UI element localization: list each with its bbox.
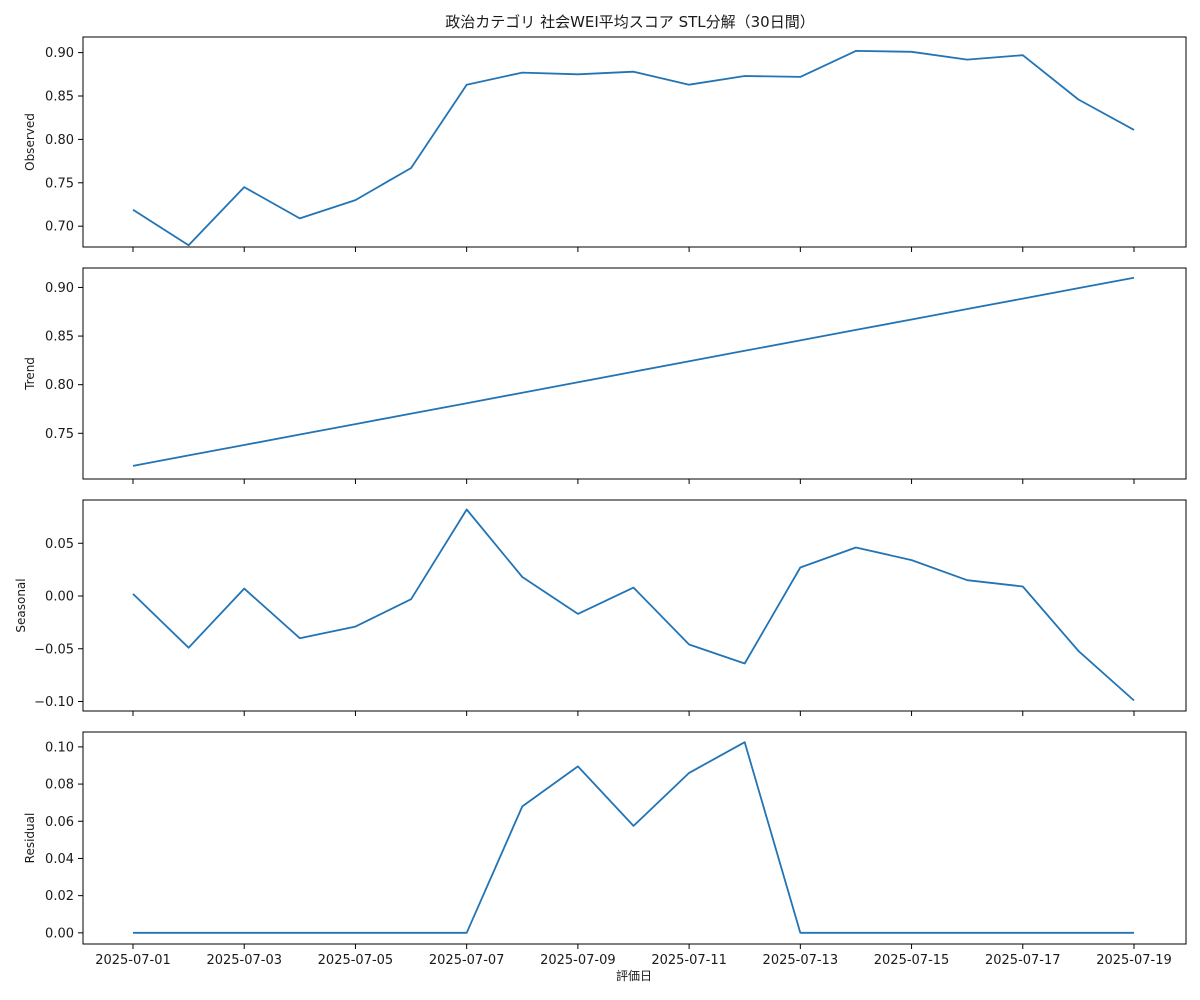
y-tick-label: 0.85 xyxy=(45,330,74,345)
x-tick-label: 2025-07-07 xyxy=(429,953,505,968)
y-tick-label: 0.80 xyxy=(45,133,74,148)
x-tick-label: 2025-07-05 xyxy=(318,953,394,968)
y-tick-label: 0.80 xyxy=(45,378,74,393)
x-tick-label: 2025-07-09 xyxy=(540,953,616,968)
y-tick-label: −0.10 xyxy=(34,695,74,710)
panel-observed: 0.70 0.75 0.80 0.85 0.90 Observed xyxy=(23,36,1187,252)
series-line-seasonal xyxy=(132,508,1135,702)
panel-seasonal: 0.05 0.00 −0.05 −0.10 Seasonal xyxy=(14,499,1187,716)
y-axis-label: Trend xyxy=(23,357,37,391)
x-tick-label: 2025-07-11 xyxy=(651,953,727,968)
y-tick-label: 0.04 xyxy=(45,852,74,867)
panel-frame xyxy=(82,731,1187,945)
chart-title: 政治カテゴリ 社会WEI平均スコア STL分解（30日間） xyxy=(445,13,814,31)
x-tick-label: 2025-07-15 xyxy=(874,953,950,968)
x-tick-label: 2025-07-01 xyxy=(95,953,171,968)
y-tick-label: 0.02 xyxy=(45,889,74,904)
y-tick-label: 0.75 xyxy=(45,427,74,442)
y-tick-label: 0.00 xyxy=(45,926,74,941)
y-tick-label: 0.06 xyxy=(45,815,74,830)
y-tick-label: −0.05 xyxy=(34,642,74,657)
y-axis-label: Residual xyxy=(23,813,37,864)
y-tick-label: 0.75 xyxy=(45,176,74,191)
y-tick-label: 0.90 xyxy=(45,281,74,296)
y-tick-label: 0.70 xyxy=(45,220,74,235)
y-tick-label: 0.08 xyxy=(45,778,74,793)
x-tick-label: 2025-07-19 xyxy=(1096,953,1172,968)
y-axis-label: Observed xyxy=(23,113,37,171)
y-tick-label: 0.85 xyxy=(45,90,74,105)
panel-frame xyxy=(82,267,1187,480)
x-axis-label: 評価日 xyxy=(616,968,652,983)
x-tick-label: 2025-07-03 xyxy=(206,953,282,968)
series-line-observed xyxy=(132,50,1135,247)
x-tick-label: 2025-07-13 xyxy=(763,953,839,968)
y-tick-label: 0.90 xyxy=(45,46,74,61)
chart-panels: 0.70 0.75 0.80 0.85 0.90 Observed 0.75 0.80 0.85… xyxy=(14,36,1187,968)
panel-frame xyxy=(82,36,1187,248)
y-axis-label: Seasonal xyxy=(14,578,28,632)
series-line-residual xyxy=(133,741,1134,934)
y-tick-label: 0.10 xyxy=(45,740,74,755)
panel-residual: 0.00 0.02 0.04 0.06 0.08 0.10 Residual xyxy=(23,731,1187,949)
x-tick-label: 2025-07-17 xyxy=(985,953,1061,968)
series-line-trend xyxy=(132,276,1135,467)
panel-trend: 0.75 0.80 0.85 0.90 Trend xyxy=(23,267,1187,484)
y-tick-label: 0.05 xyxy=(45,537,74,552)
panel-frame xyxy=(82,499,1187,712)
y-tick-label: 0.00 xyxy=(45,590,74,605)
